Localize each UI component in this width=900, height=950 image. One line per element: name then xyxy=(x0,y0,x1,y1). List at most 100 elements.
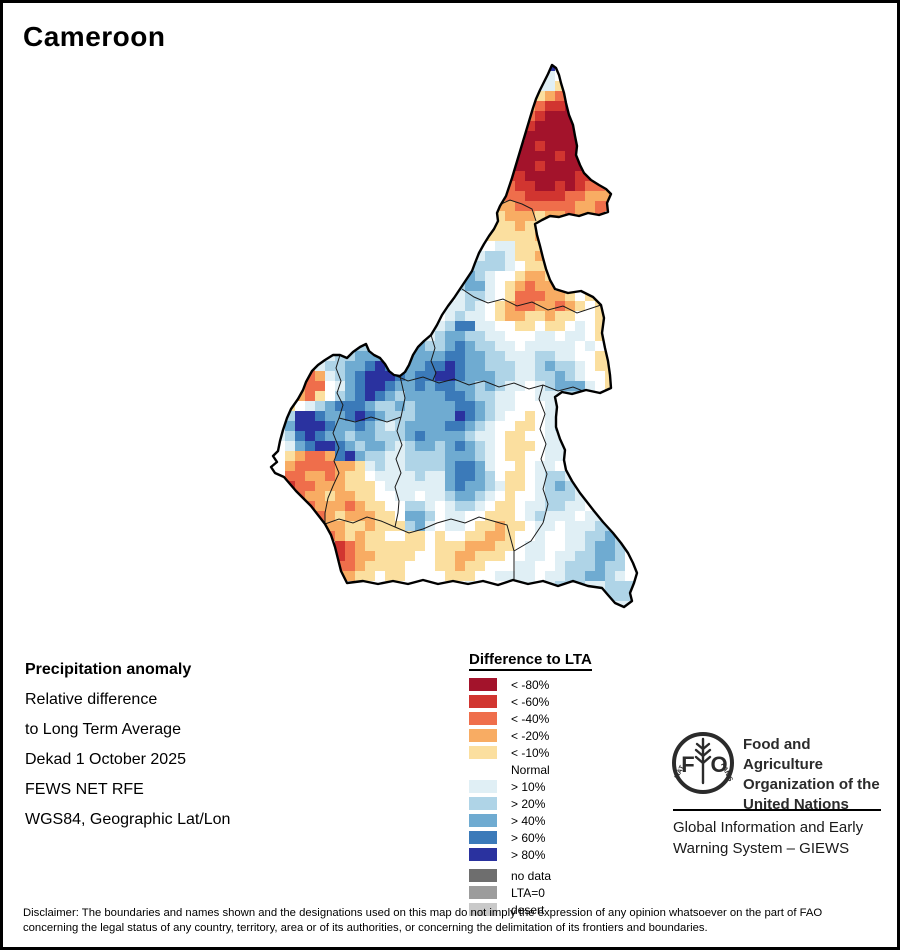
raster-cell xyxy=(515,521,525,531)
raster-cell xyxy=(385,371,395,381)
raster-cell xyxy=(495,361,505,371)
raster-cell xyxy=(425,551,435,561)
raster-cell xyxy=(595,361,605,371)
raster-cell xyxy=(615,461,625,471)
raster-cell xyxy=(555,321,565,331)
raster-cell xyxy=(385,501,395,511)
raster-cell xyxy=(475,361,485,371)
raster-cell xyxy=(345,481,355,491)
raster-cell xyxy=(315,461,325,471)
raster-cell xyxy=(555,501,565,511)
raster-cell xyxy=(495,411,505,421)
raster-cell xyxy=(535,131,545,141)
raster-cell xyxy=(515,361,525,371)
raster-cell xyxy=(535,251,545,261)
raster-cell xyxy=(585,481,595,491)
raster-cell xyxy=(585,281,595,291)
raster-cell xyxy=(515,541,525,551)
raster-cell xyxy=(515,211,525,221)
raster-cell xyxy=(465,301,475,311)
raster-cell xyxy=(505,341,515,351)
raster-cell xyxy=(525,411,535,421)
raster-cell xyxy=(535,571,545,581)
raster-cell xyxy=(535,491,545,501)
raster-cell xyxy=(565,81,575,91)
raster-cell xyxy=(445,311,455,321)
raster-cell xyxy=(525,151,535,161)
raster-cell xyxy=(585,361,595,371)
raster-cell xyxy=(405,421,415,431)
raster-cell xyxy=(505,491,515,501)
raster-cell xyxy=(585,521,595,531)
raster-cell xyxy=(465,421,475,431)
raster-cell xyxy=(555,131,565,141)
raster-cell xyxy=(525,341,535,351)
raster-cell xyxy=(435,411,445,421)
raster-cell xyxy=(335,421,345,431)
raster-cell xyxy=(575,381,585,391)
raster-cell xyxy=(465,561,475,571)
raster-cell xyxy=(425,461,435,471)
raster-cell xyxy=(535,121,545,131)
raster-cell xyxy=(545,471,555,481)
raster-cell xyxy=(555,101,565,111)
raster-cell xyxy=(445,331,455,341)
raster-cell xyxy=(505,241,515,251)
raster-cell xyxy=(565,541,575,551)
raster-cell xyxy=(375,571,385,581)
legend-item: > 20% xyxy=(469,795,592,812)
raster-cell xyxy=(365,361,375,371)
raster-cell xyxy=(585,471,595,481)
raster-cell xyxy=(535,351,545,361)
raster-cell xyxy=(525,481,535,491)
raster-cell xyxy=(415,551,425,561)
raster-cell xyxy=(585,121,595,131)
raster-cell xyxy=(475,211,485,221)
raster-cell xyxy=(535,71,545,81)
raster-cell xyxy=(515,151,525,161)
raster-cell xyxy=(405,451,415,461)
raster-cell xyxy=(355,461,365,471)
raster-cell xyxy=(615,341,625,351)
raster-cell xyxy=(595,581,605,591)
raster-cell xyxy=(435,501,445,511)
raster-cell xyxy=(495,211,505,221)
raster-cell xyxy=(335,491,345,501)
raster-cell xyxy=(365,541,375,551)
raster-cell xyxy=(455,341,465,351)
raster-cell xyxy=(305,511,315,521)
raster-cell xyxy=(465,501,475,511)
raster-cell xyxy=(445,461,455,471)
raster-cell xyxy=(555,531,565,541)
raster-cell xyxy=(565,501,575,511)
raster-cell xyxy=(425,491,435,501)
raster-cell xyxy=(575,491,585,501)
raster-cell xyxy=(565,311,575,321)
raster-cell xyxy=(455,251,465,261)
raster-cell xyxy=(455,351,465,361)
raster-cell xyxy=(625,581,635,591)
raster-cell xyxy=(355,551,365,561)
raster-cell xyxy=(325,381,335,391)
raster-cell xyxy=(425,361,435,371)
raster-cell xyxy=(395,401,405,411)
raster-cell xyxy=(545,81,555,91)
raster-cell xyxy=(305,411,315,421)
raster-cell xyxy=(345,441,355,451)
raster-cell xyxy=(525,331,535,341)
raster-cell xyxy=(505,251,515,261)
raster-cell xyxy=(435,491,445,501)
raster-cell xyxy=(365,401,375,411)
raster-cell xyxy=(455,431,465,441)
legend-swatch xyxy=(469,869,497,882)
raster-cell xyxy=(315,361,325,371)
raster-cell xyxy=(605,321,615,331)
legend-items: < -80% < -60% < -40% < -20% < -10% Normal > 10… xyxy=(469,676,592,863)
raster-cell xyxy=(395,491,405,501)
raster-cell xyxy=(465,331,475,341)
raster-cell xyxy=(535,171,545,181)
raster-cell xyxy=(555,471,565,481)
raster-cell xyxy=(515,291,525,301)
raster-cell xyxy=(415,531,425,541)
raster-cell xyxy=(375,491,385,501)
